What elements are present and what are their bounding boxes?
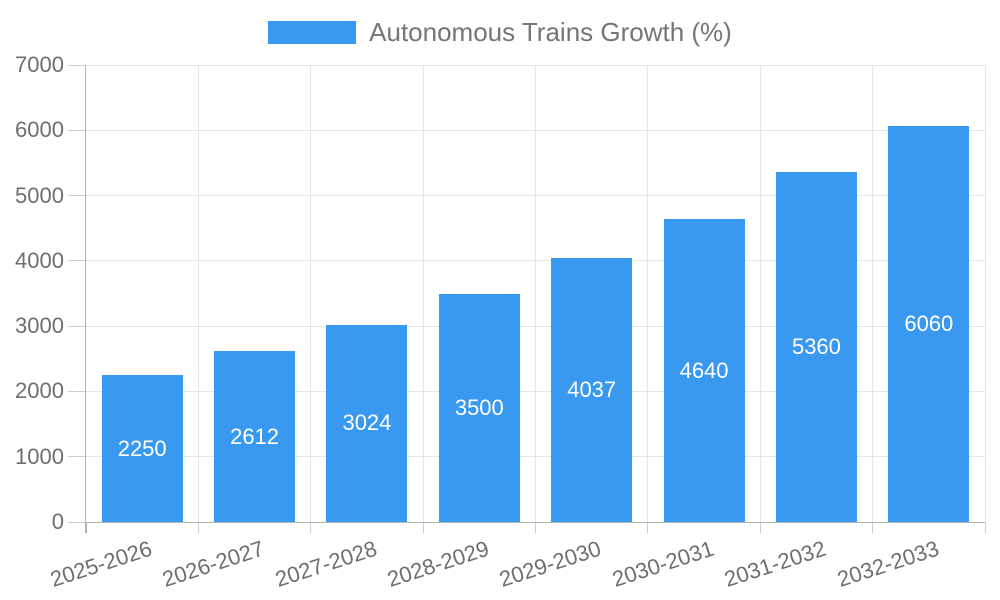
legend-series-label: Autonomous Trains Growth (%) (369, 16, 732, 47)
x-axis-tick (759, 522, 761, 533)
x-gridline (759, 65, 761, 522)
bar[interactable]: 4037 (551, 258, 633, 522)
x-tick-label: 2032-2033 (833, 535, 942, 592)
y-tick-label: 6000 (15, 117, 64, 143)
y-axis-tick (68, 260, 86, 262)
bar-value-label: 3500 (454, 394, 504, 420)
x-axis-tick (535, 522, 536, 533)
x-axis-tick (197, 522, 199, 533)
y-axis-tick (68, 521, 86, 523)
x-tick-label: 2031-2032 (721, 535, 830, 592)
x-gridline (984, 65, 986, 522)
bar[interactable]: 6060 (888, 126, 970, 522)
bar[interactable]: 3500 (438, 293, 520, 522)
legend-swatch (268, 20, 357, 44)
x-axis-tick (310, 522, 312, 533)
x-gridline (422, 65, 424, 522)
y-tick-label: 0 (51, 509, 64, 534)
bar-value-label: 2250 (117, 435, 167, 461)
bar[interactable]: 4640 (663, 219, 745, 522)
x-axis-tick (984, 522, 986, 533)
y-tick-label: 5000 (15, 182, 64, 208)
y-tick-label: 1000 (15, 443, 64, 469)
y-axis-tick (68, 456, 86, 458)
bar-value-label: 3024 (342, 410, 392, 436)
x-tick-label: 2027-2028 (271, 535, 380, 592)
bar[interactable]: 2250 (101, 375, 183, 522)
chart-legend: Autonomous Trains Growth (%) (0, 16, 1000, 48)
bar-value-label: 4037 (567, 377, 617, 403)
y-tick-label: 4000 (15, 247, 64, 273)
x-tick-label: 2029-2030 (496, 535, 605, 592)
y-axis-tick (68, 195, 86, 197)
x-gridline (197, 65, 199, 522)
x-axis-tick (647, 522, 649, 533)
bar-value-label: 5360 (791, 334, 841, 360)
x-gridline (535, 65, 536, 522)
x-gridline (872, 65, 874, 522)
x-tick-label: 2028-2029 (384, 535, 493, 592)
x-axis-tick (872, 522, 874, 533)
y-axis-tick (68, 64, 86, 66)
y-axis-tick (68, 129, 86, 131)
y-axis-tick (68, 325, 86, 327)
y-axis-line (85, 65, 86, 533)
x-tick-label: 2025-2026 (47, 535, 155, 592)
bar[interactable]: 5360 (775, 172, 857, 522)
x-tick-label: 2030-2031 (608, 535, 717, 592)
x-tick-label: 2026-2027 (159, 535, 268, 592)
bar-value-label: 4640 (679, 357, 729, 383)
bar-value-label: 2612 (230, 423, 280, 449)
bar-value-label: 6060 (904, 311, 954, 337)
y-tick-label: 7000 (15, 52, 64, 77)
x-axis-line (85, 522, 985, 523)
y-tick-label: 2000 (15, 378, 64, 404)
x-gridline (310, 65, 312, 522)
y-axis-tick (68, 390, 86, 392)
x-axis-tick (422, 522, 424, 533)
y-tick-label: 3000 (15, 313, 64, 339)
bar[interactable]: 2612 (214, 351, 296, 522)
x-axis-tick (85, 522, 87, 533)
bar[interactable]: 3024 (326, 324, 408, 522)
x-gridline (647, 65, 649, 522)
